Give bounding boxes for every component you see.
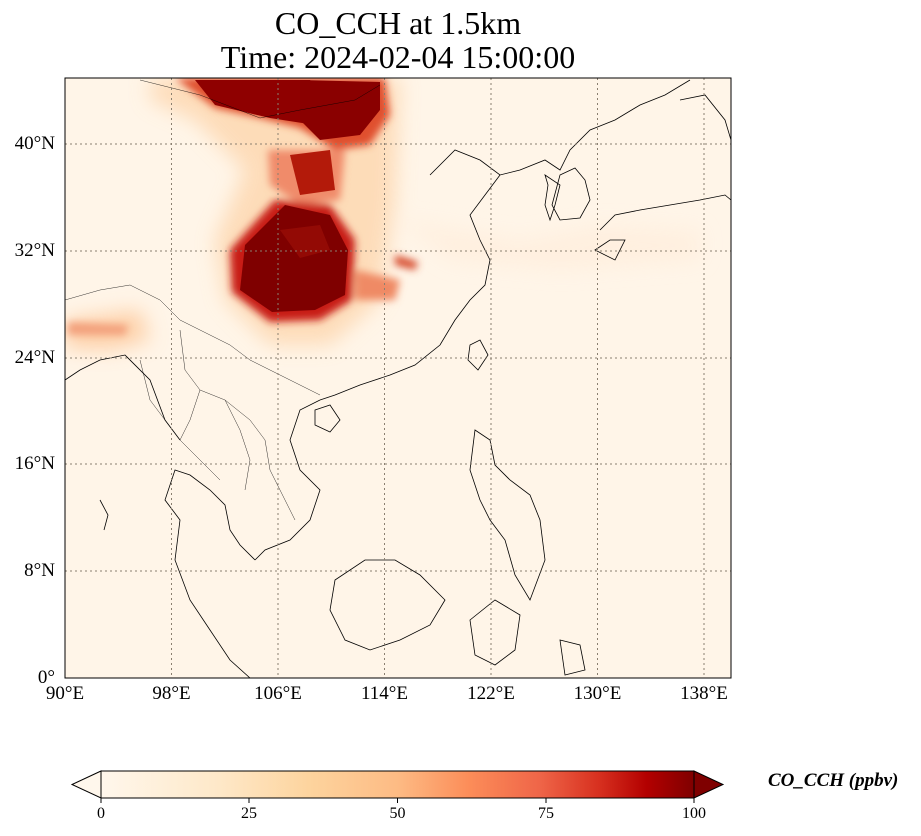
coastlines (65, 79, 731, 678)
map-frame (64, 77, 732, 679)
country-borders (65, 79, 381, 521)
lat-tick-label: 16°N (14, 453, 55, 474)
lon-tick-label: 138°E (680, 683, 728, 704)
colorbar (70, 770, 725, 803)
colorbar-tick-label: 25 (241, 805, 257, 822)
map-background (65, 78, 731, 678)
colorbar-max-extend (693, 770, 725, 799)
colorbar-tick-label: 100 (682, 805, 706, 822)
lat-tick-label: 8°N (24, 560, 55, 581)
gridlines (65, 78, 731, 678)
co-concentration-field (65, 78, 700, 350)
lon-tick-label: 106°E (254, 683, 302, 704)
lat-tick-label: 32°N (14, 240, 55, 261)
lon-tick-label: 130°E (573, 683, 622, 704)
lon-tick-label: 122°E (467, 683, 515, 704)
lat-tick-label: 0° (37, 667, 55, 688)
lat-tick-label: 40°N (14, 133, 55, 154)
colorbar-min-extend (70, 770, 102, 799)
colorbar-tick-label: 50 (389, 805, 406, 822)
colorbar-label: CO_CCH (ppbv) (768, 770, 899, 791)
lon-tick-label: 114°E (361, 683, 408, 704)
plot-title-line2: Time: 2024-02-04 15:00:00 (220, 39, 576, 75)
colorbar-tick-label: 0 (97, 805, 105, 822)
colorbar-tick-label: 75 (538, 805, 554, 822)
lat-tick-label: 24°N (14, 347, 55, 368)
lon-tick-label: 98°E (152, 683, 191, 704)
plot-title-line1: CO_CCH at 1.5km (274, 5, 522, 41)
lon-tick-label: 90°E (45, 683, 85, 704)
